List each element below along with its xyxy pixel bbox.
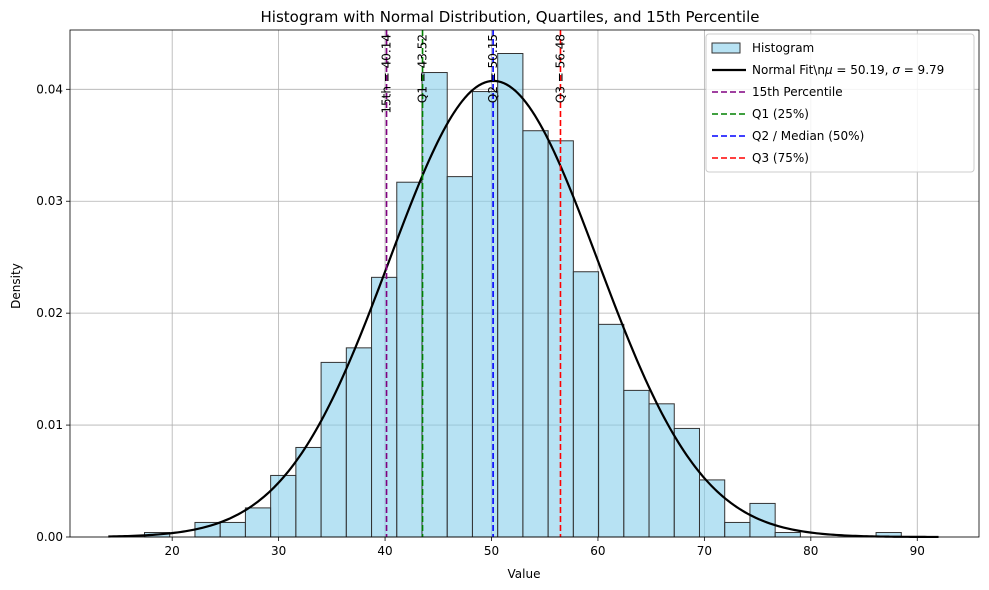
histogram-bar xyxy=(345,347,373,538)
y-tick-label: 0.03 xyxy=(36,194,63,208)
x-tick-label: 50 xyxy=(484,544,499,558)
histogram-bar xyxy=(421,72,448,538)
histogram-bar xyxy=(244,507,272,538)
histogram-bar xyxy=(698,479,726,538)
legend-label-percentile: Q3 (75%) xyxy=(752,151,809,165)
percentile-line-label: Q1 = 43.52 xyxy=(416,34,430,103)
histogram-bar xyxy=(295,446,322,538)
x-tick-label: 80 xyxy=(803,544,818,558)
histogram-bar xyxy=(572,271,600,538)
legend-label-percentile: Q2 / Median (50%) xyxy=(752,129,864,143)
x-tick-label: 60 xyxy=(590,544,605,558)
legend-box xyxy=(705,33,975,173)
y-axis-label: Density xyxy=(9,263,23,309)
y-tick-label: 0.02 xyxy=(36,306,63,320)
histogram-bars xyxy=(144,53,902,538)
histogram-bar xyxy=(371,276,398,538)
x-axis-ticks: 20 30 40 50 60 70 80 90 xyxy=(165,537,925,558)
histogram-bar xyxy=(219,521,246,538)
histogram-bar xyxy=(270,474,297,538)
histogram-bar xyxy=(396,181,423,538)
x-tick-label: 30 xyxy=(271,544,286,558)
x-tick-label: 70 xyxy=(697,544,712,558)
x-tick-label: 40 xyxy=(377,544,392,558)
histogram-bar xyxy=(648,403,675,538)
histogram-bar xyxy=(673,427,700,538)
y-axis-ticks: 0.00 0.01 0.02 0.03 0.04 xyxy=(36,82,70,544)
plot-frame xyxy=(69,29,980,538)
histogram-bar xyxy=(320,361,347,538)
normal-fit-curve xyxy=(108,79,939,539)
histogram-bar xyxy=(774,532,801,538)
histogram-bar xyxy=(623,389,650,538)
x-axis-label: Value xyxy=(508,567,541,581)
legend-label-normal-fit: Normal Fit\nμ = 50.19, σ = 9.79 xyxy=(752,63,944,77)
x-tick-label: 20 xyxy=(165,544,180,558)
x-tick-label: 90 xyxy=(910,544,925,558)
histogram-bar xyxy=(724,521,751,538)
legend-label-percentile: Q1 (25%) xyxy=(752,107,809,121)
legend-label-percentile: 15th Percentile xyxy=(752,85,843,99)
histogram-bar xyxy=(598,323,625,538)
percentile-lines: 15th = 40.14 Q1 = 43.52 Q2 = 50.15 Q3 = 56.… xyxy=(380,30,568,537)
histogram-bar xyxy=(497,53,524,538)
y-tick-label: 0.04 xyxy=(36,82,63,96)
normal-fit-curve-layer xyxy=(108,79,939,539)
y-tick-label: 0.01 xyxy=(36,418,63,432)
histogram-bar xyxy=(522,130,549,538)
histogram-bar xyxy=(446,176,473,538)
y-tick-label: 0.00 xyxy=(36,530,63,544)
chart-title: Histogram with Normal Distribution, Quar… xyxy=(261,8,760,26)
legend: Histogram Normal Fit\nμ = 50.19, σ = 9.79… xyxy=(705,33,975,173)
percentile-line-label: Q2 = 50.15 xyxy=(486,34,500,103)
percentile-line-label: 15th = 40.14 xyxy=(380,34,394,114)
percentile-line-label: Q3 = 56.48 xyxy=(554,34,568,103)
legend-swatch-histogram xyxy=(711,42,741,54)
legend-label-histogram: Histogram xyxy=(752,41,814,55)
